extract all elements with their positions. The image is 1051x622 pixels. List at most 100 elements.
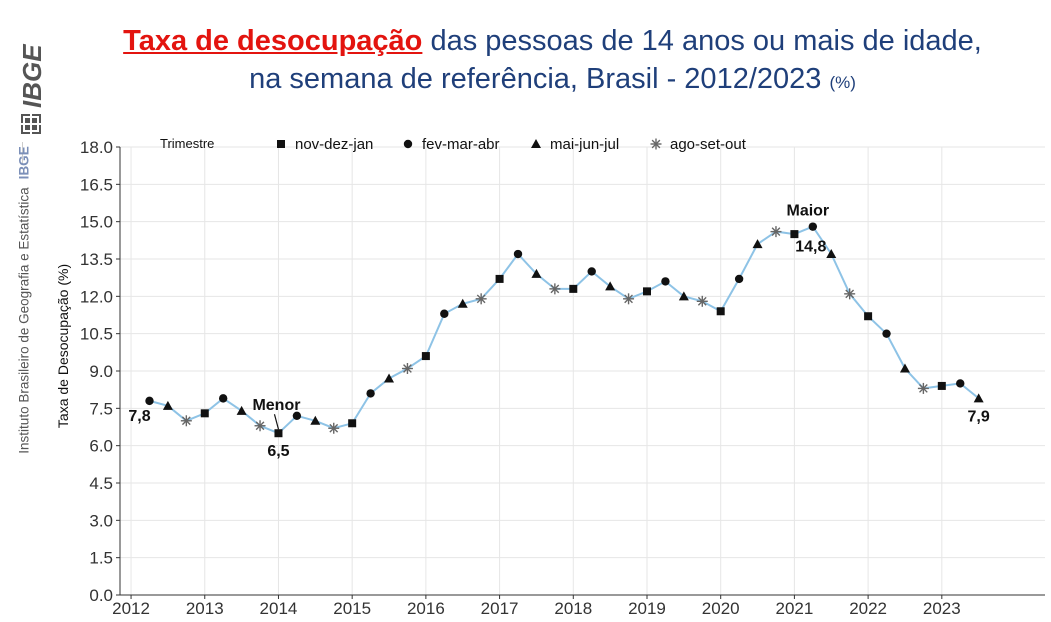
data-point-triangle: [678, 291, 689, 301]
x-tick-label: 2013: [186, 599, 224, 618]
series-line: [149, 225, 980, 435]
y-tick-label: 1.5: [89, 549, 113, 568]
annotation-label: 7,9: [968, 408, 990, 425]
chart-area: 0.0 1.5 3.0 4.5 6.0 7.5 9.0 10.5 12.0 13.5 15.0 16.…: [50, 125, 1050, 622]
data-points: [145, 222, 984, 438]
y-tick-label: 9.0: [89, 362, 113, 381]
data-point-square: [200, 409, 209, 418]
data-point-circle: [440, 309, 449, 318]
data-point-asterisk: [475, 293, 487, 305]
legend-marker-asterisk: [650, 138, 662, 150]
x-tick-label: 2018: [554, 599, 592, 618]
asterisk-stroke: [845, 289, 855, 299]
annotation-label: Maior: [786, 203, 829, 220]
grid: [120, 146, 1045, 596]
annotation-label: 7,8: [128, 408, 150, 425]
asterisk-stroke: [919, 384, 928, 393]
y-tick-label: 13.5: [80, 250, 113, 269]
data-point-asterisk: [623, 293, 635, 305]
title-line1: das pessoas de 14 anos ou mais de idade,: [422, 25, 982, 57]
data-point-square: [495, 274, 504, 283]
y-tick-label: 16.5: [80, 175, 113, 194]
data-point-circle: [218, 394, 228, 403]
ibge-logo-symbol: [21, 114, 41, 134]
title-line2: na semana de referência, Brasil - 2012/2…: [249, 63, 822, 95]
annotation-label: 14,8: [795, 239, 826, 256]
legend-label: nov-dez-jan: [295, 136, 373, 153]
asterisk-stroke: [476, 294, 486, 304]
data-point-circle: [587, 267, 596, 276]
legend-label: mai-jun-jul: [550, 136, 619, 153]
legend-marker-triangle: [531, 139, 541, 148]
data-point-triangle: [752, 239, 763, 249]
data-point-square: [421, 352, 430, 361]
legend-marker-square: [277, 140, 285, 148]
legend-label: fev-mar-abr: [422, 136, 500, 153]
annotation-label: Menor: [252, 397, 300, 414]
data-point-circle: [292, 411, 302, 420]
data-point-triangle: [236, 405, 247, 415]
x-tick-label: 2021: [775, 599, 813, 618]
x-tick-label: 2015: [333, 599, 371, 618]
data-point-asterisk: [549, 283, 561, 295]
data-point-triangle: [899, 363, 910, 373]
institution-abbr: IBGE: [16, 146, 32, 180]
asterisk-stroke: [697, 296, 707, 306]
data-point-square: [348, 419, 357, 428]
legend-title: Trimestre: [160, 136, 214, 151]
asterisk-stroke: [181, 416, 191, 426]
data-point-triangle: [826, 249, 837, 259]
data-point-square: [790, 230, 799, 239]
asterisk-stroke: [255, 421, 265, 431]
y-tick-label: 12.0: [80, 287, 113, 306]
data-point-asterisk: [844, 288, 856, 300]
data-point-asterisk: [180, 415, 192, 427]
x-tick-label: 2014: [260, 599, 298, 618]
x-tick-label: 2017: [481, 599, 519, 618]
data-point-circle: [145, 396, 154, 406]
y-tick-label: 15.0: [80, 213, 113, 232]
institution-name: Instituto Brasileiro de Geografia e Esta…: [16, 187, 32, 454]
title-unit: (%): [829, 73, 856, 92]
side-institution-text: Instituto Brasileiro de Geografia e Esta…: [17, 146, 32, 453]
asterisk-stroke: [651, 139, 661, 149]
data-point-square: [274, 429, 283, 438]
x-tick-label: 2023: [923, 599, 961, 618]
data-point-asterisk: [696, 295, 708, 307]
unemployment-line-chart: 0.0 1.5 3.0 4.5 6.0 7.5 9.0 10.5 12.0 13.5 15.0 16.…: [55, 136, 1045, 618]
data-point-circle: [734, 274, 744, 284]
data-point-circle: [366, 389, 375, 398]
annotation-label: 6,5: [267, 443, 289, 460]
ibge-logo: IBGE: [17, 44, 47, 134]
data-point-asterisk: [770, 226, 782, 238]
data-point-triangle: [162, 400, 173, 410]
asterisk-stroke: [550, 284, 560, 294]
x-tick-label: 2016: [407, 599, 445, 618]
data-point-asterisk: [254, 420, 266, 432]
annotation-leader: [273, 414, 280, 430]
x-tick-label: 2019: [628, 599, 666, 618]
data-point-triangle: [310, 415, 321, 425]
asterisk-stroke: [624, 294, 633, 304]
data-point-triangle: [973, 393, 984, 403]
x-tick-label: 2012: [112, 599, 150, 618]
data-point-circle: [956, 379, 965, 388]
title-highlight: Taxa de desocupação: [123, 25, 423, 57]
data-point-square: [642, 287, 651, 296]
y-tick-label: 7.5: [89, 399, 113, 418]
x-tick-label: 2022: [849, 599, 887, 618]
data-point-circle: [513, 249, 523, 259]
asterisk-stroke: [403, 364, 412, 373]
data-point-triangle: [605, 281, 616, 291]
data-point-triangle: [531, 268, 542, 278]
y-axis-label: Taxa de Desocupação (%): [55, 264, 71, 428]
data-point-circle: [661, 277, 670, 286]
data-point-asterisk: [401, 363, 413, 375]
data-point-circle: [882, 329, 891, 338]
y-tick-label: 4.5: [89, 474, 113, 493]
data-point-asterisk: [328, 422, 340, 434]
data-point-circle: [808, 222, 818, 231]
data-point-square: [937, 381, 946, 390]
y-tick-label: 10.5: [80, 325, 113, 344]
page-title: Taxa de desocupação das pessoas de 14 an…: [70, 22, 1035, 102]
